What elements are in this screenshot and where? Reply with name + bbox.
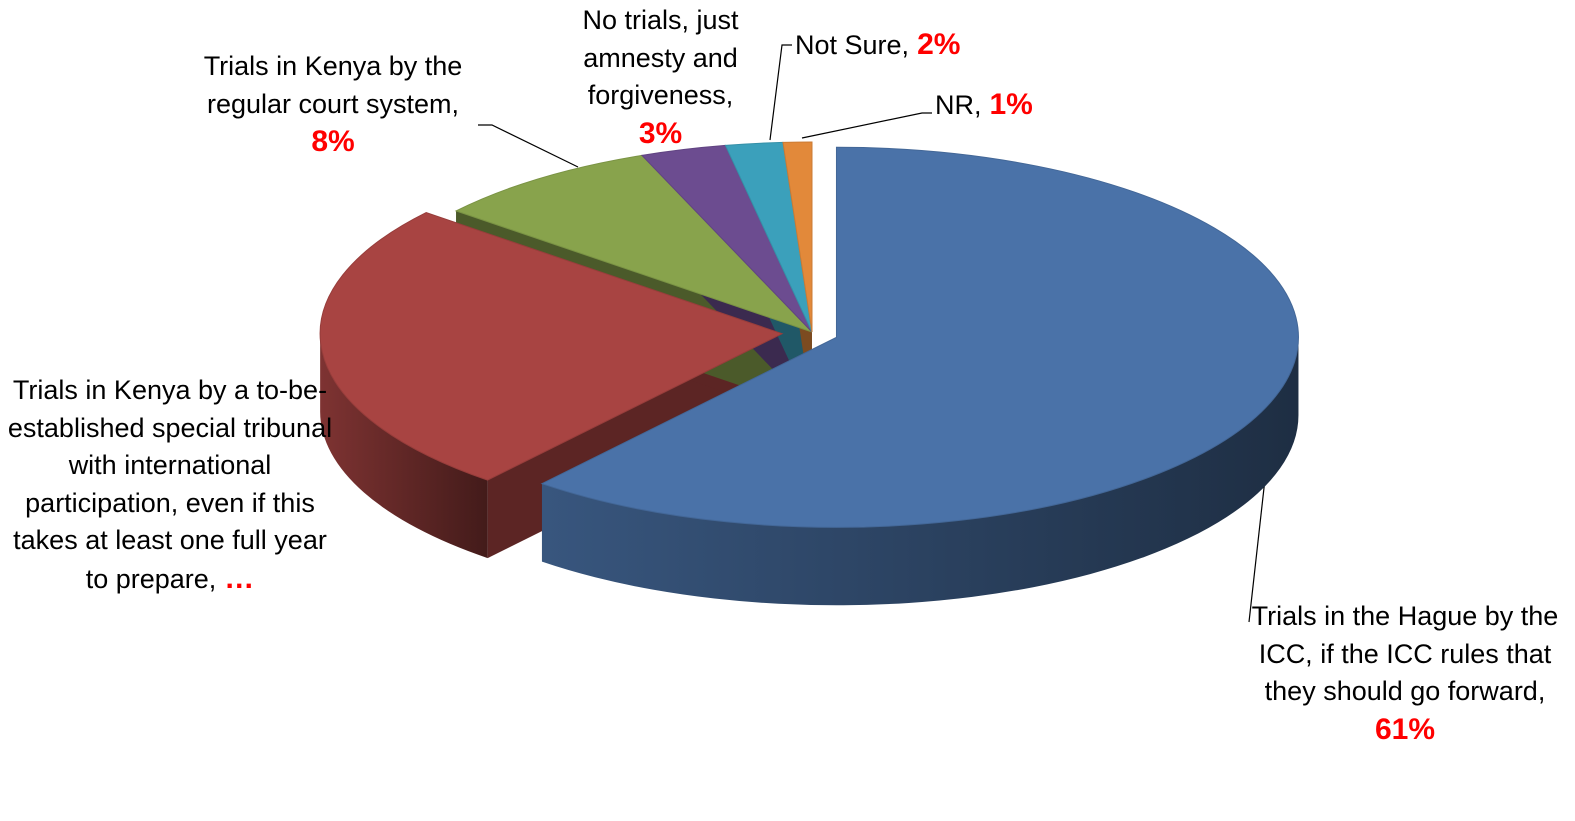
leader-line [478,124,579,168]
category-label: No trials, just amnesty and forgiveness, [582,5,739,110]
slices [319,141,1299,606]
slice-label: NR, 1% [935,86,1095,125]
slice-label: Trials in Kenya by a to-be-established s… [0,372,340,598]
slice-label: No trials, just amnesty and forgiveness,… [538,2,783,152]
slice [454,154,813,333]
value-label: 3% [638,116,683,150]
slice-label: Trials in Kenya by the regular court sys… [168,48,498,161]
slice [782,141,813,333]
slice-label: Trials in the Hague by the ICC, if the I… [1240,598,1570,748]
value-label: 61% [1374,712,1436,746]
slice [319,212,784,481]
leader-line [769,44,792,141]
category-label: Trials in the Hague by the ICC, if the I… [1251,601,1559,706]
value-label: 2% [917,28,961,61]
slice-side [541,337,1299,606]
leader-line [801,112,932,139]
leader-line [1248,469,1267,623]
category-label: Not Sure, [795,30,910,60]
category-label: Trials in Kenya by a to-be-established s… [7,375,333,594]
value-label: 1% [989,88,1033,121]
slice [540,146,1299,528]
slice-label: Not Sure, 2% [795,26,1055,65]
value-label: … [224,561,255,595]
category-label: NR, [935,90,982,120]
value-label: 8% [311,125,355,158]
category-label: Trials in Kenya by the regular court sys… [203,51,463,119]
slice-side [320,333,488,559]
